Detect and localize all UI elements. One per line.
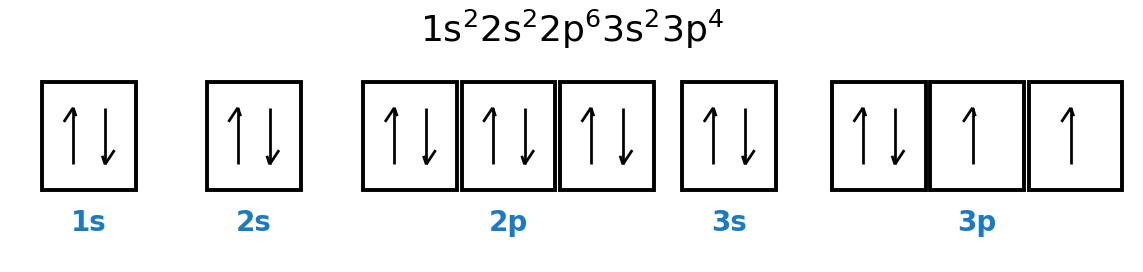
- Bar: [930, 82, 1024, 190]
- Text: 2p: 2p: [489, 209, 528, 237]
- Bar: [363, 82, 457, 190]
- Bar: [560, 82, 654, 190]
- Bar: [207, 82, 301, 190]
- Bar: [832, 82, 926, 190]
- Bar: [682, 82, 776, 190]
- Text: 3s: 3s: [711, 209, 748, 237]
- Bar: [462, 82, 555, 190]
- Bar: [42, 82, 136, 190]
- Text: 3p: 3p: [958, 209, 997, 237]
- Bar: [1029, 82, 1122, 190]
- Text: $\mathregular{1s^22s^22p^63s^23p^4}$: $\mathregular{1s^22s^22p^63s^23p^4}$: [419, 8, 724, 51]
- Text: 2s: 2s: [235, 209, 272, 237]
- Text: 1s: 1s: [71, 209, 107, 237]
